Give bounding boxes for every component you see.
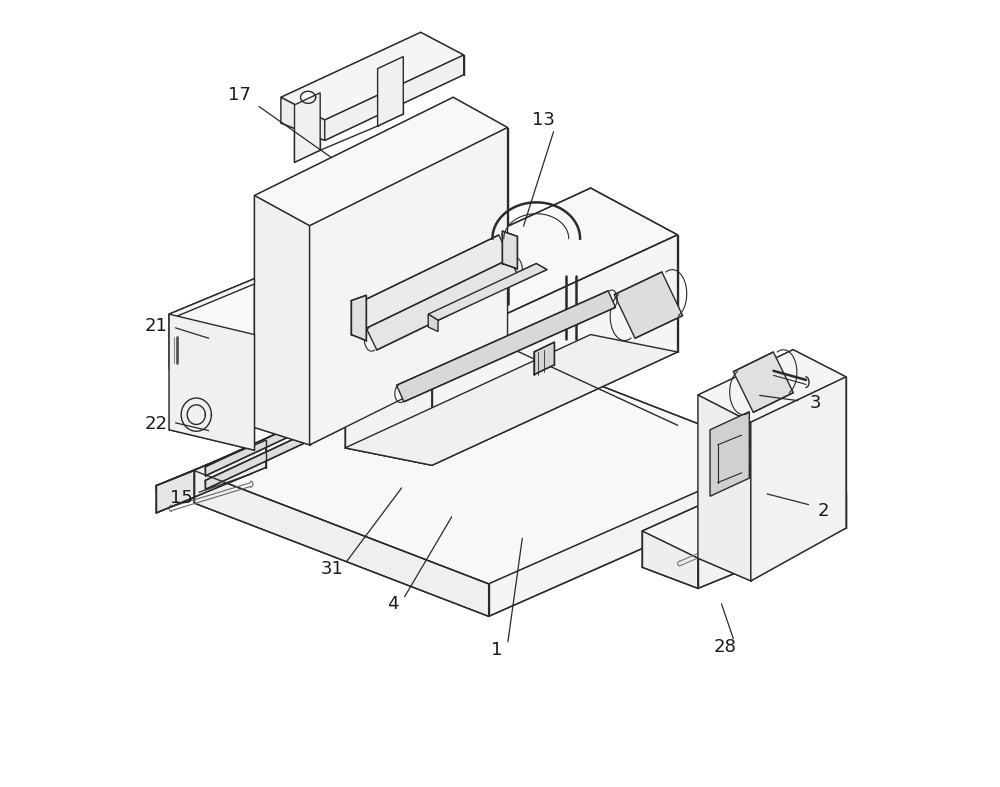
Polygon shape (205, 336, 485, 471)
Text: 4: 4 (387, 594, 398, 612)
Text: 31: 31 (321, 560, 344, 578)
Polygon shape (733, 352, 793, 412)
Polygon shape (428, 264, 547, 320)
Polygon shape (205, 349, 485, 490)
Polygon shape (156, 471, 194, 513)
Text: 1: 1 (491, 641, 502, 660)
Text: 3: 3 (810, 394, 822, 412)
Polygon shape (310, 127, 508, 445)
Polygon shape (489, 456, 780, 616)
Text: 17: 17 (228, 86, 251, 104)
Polygon shape (534, 342, 554, 375)
Polygon shape (614, 272, 683, 338)
Polygon shape (281, 98, 325, 140)
Polygon shape (642, 465, 846, 558)
Polygon shape (345, 301, 432, 465)
Polygon shape (281, 32, 464, 120)
Polygon shape (169, 279, 254, 320)
Polygon shape (169, 314, 254, 450)
Polygon shape (169, 279, 254, 369)
Polygon shape (205, 336, 485, 476)
Polygon shape (642, 531, 698, 589)
Polygon shape (698, 493, 846, 589)
Polygon shape (355, 235, 513, 334)
Polygon shape (254, 195, 310, 445)
Polygon shape (378, 57, 403, 126)
Polygon shape (345, 334, 678, 465)
Polygon shape (205, 349, 485, 484)
Polygon shape (351, 295, 366, 341)
Polygon shape (397, 290, 616, 402)
Polygon shape (366, 259, 520, 350)
Text: 22: 22 (145, 415, 168, 433)
Text: 15: 15 (170, 489, 193, 507)
Polygon shape (502, 231, 517, 269)
Text: 21: 21 (145, 316, 168, 334)
Polygon shape (698, 395, 751, 581)
Polygon shape (325, 55, 464, 140)
Text: 13: 13 (532, 111, 555, 129)
Polygon shape (698, 349, 846, 422)
Text: 2: 2 (818, 501, 829, 519)
Polygon shape (156, 441, 266, 513)
Polygon shape (194, 471, 489, 616)
Polygon shape (751, 377, 846, 581)
Polygon shape (428, 314, 438, 331)
Polygon shape (194, 341, 780, 584)
Text: 28: 28 (714, 637, 737, 656)
Polygon shape (432, 235, 678, 465)
Polygon shape (156, 441, 266, 490)
Polygon shape (345, 188, 678, 348)
Polygon shape (710, 412, 749, 497)
Polygon shape (254, 98, 508, 226)
Polygon shape (156, 471, 194, 490)
Polygon shape (294, 93, 320, 162)
